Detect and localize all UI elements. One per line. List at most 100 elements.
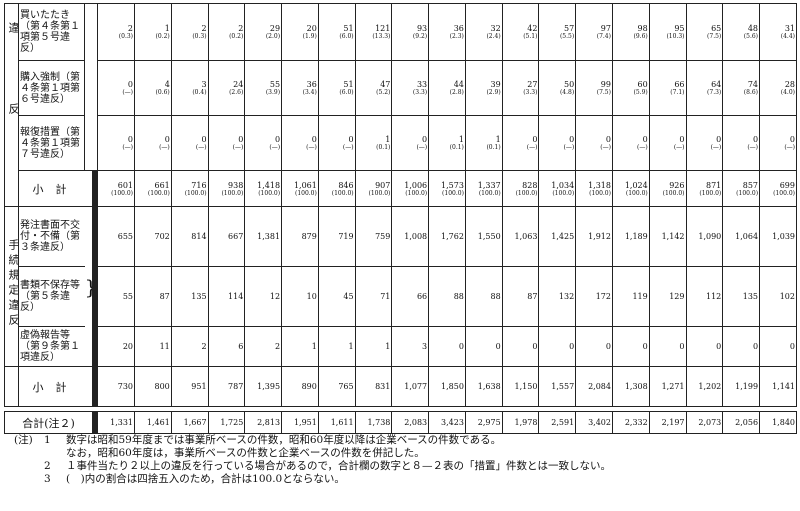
category-label: 違反 [7, 21, 19, 184]
row-label: 購入強制（第４条第１項第６号違反） [18, 60, 85, 116]
count: 667 [228, 232, 244, 241]
value-cell: 64 (7.3) [685, 60, 724, 116]
category-label: 手続規定違反 [7, 239, 19, 329]
count: 655 [117, 232, 134, 241]
value-cell: 661 (100.0) [134, 170, 172, 207]
value-cell: 0 (—) [281, 115, 319, 171]
count: 787 [228, 382, 244, 391]
count: 1,034 [551, 180, 575, 190]
count: 0 [532, 342, 538, 351]
percentage: (100.0) [111, 189, 134, 197]
percentage: (0.2) [229, 33, 244, 40]
value-cell: 828 (100.0) [501, 170, 540, 207]
count: 1,557 [551, 382, 575, 391]
value-cell: 0 [575, 326, 613, 367]
value-cell: 1,039 [759, 206, 797, 267]
count: 87 [527, 292, 538, 301]
count: 1,951 [293, 418, 317, 427]
count: 0 [532, 135, 538, 144]
percentage: (0.1) [486, 144, 501, 151]
count: 12 [269, 292, 281, 301]
count: 1 [458, 135, 464, 144]
count: 0 [127, 80, 134, 89]
value-cell: 655 [97, 206, 136, 267]
value-cell: 24 (2.6) [207, 60, 246, 116]
value-cell: 112 [685, 266, 724, 327]
value-cell: 1,850 [428, 366, 466, 407]
count: 2,056 [735, 418, 759, 427]
percentage: (100.0) [736, 189, 759, 197]
count: 702 [154, 232, 170, 241]
value-cell: 765 [317, 366, 356, 407]
percentage: (9.6) [633, 33, 648, 40]
value-cell: 0 (—) [759, 115, 797, 171]
value-cell: 1,202 [685, 366, 724, 407]
note-number: 3 [44, 473, 51, 485]
count: 730 [117, 382, 134, 391]
percentage: (100.0) [147, 189, 170, 197]
count: 66 [416, 292, 428, 301]
value-cell: 1,951 [281, 411, 319, 434]
percentage: (4.4) [780, 33, 795, 40]
percentage: (100.0) [662, 189, 685, 197]
value-cell: 93 (9.2) [391, 3, 430, 61]
count: 121 [375, 24, 391, 33]
count: 0 [127, 135, 134, 144]
value-cell: 1,024 (100.0) [611, 170, 650, 207]
percentage: (100.0) [331, 189, 354, 197]
count: 114 [228, 292, 244, 301]
count: 1,331 [110, 418, 134, 427]
value-cell: 1,199 [722, 366, 761, 407]
count: 1,337 [477, 180, 501, 190]
count: 879 [301, 232, 317, 241]
statistics-table: 違反 買いたたき（第４条第１項第５号違反） 2 (0.3) 1 (0.2) 2 (0.3) 2(… [4, 3, 797, 434]
count: 88 [453, 292, 464, 301]
value-cell: 2,975 [464, 411, 503, 434]
value-cell: 1 (0.1) [464, 115, 503, 171]
value-cell: 2,084 [575, 366, 613, 407]
note-1b: なお，昭和60年度は，事業所ベースの件数と企業ベースの件数を併記した。 [66, 447, 425, 459]
subtotal-row: 小計534(100.0)763(100.0)847(100.0)883(100.… [5, 170, 797, 207]
count: 0 [789, 135, 795, 144]
row-label: 買いたたき（第４条第１項第５号違反） [18, 3, 85, 61]
value-cell: 1,557 [538, 366, 577, 407]
value-cell: 32 (2.4) [464, 3, 503, 61]
count: 1,611 [330, 418, 354, 427]
count: 0 [679, 342, 685, 351]
value-cell: 98 (9.6) [611, 3, 650, 61]
note-1: 数字は昭和59年度までは事業所ベースの件数，昭和60年度以降は企業ベースの件数で… [66, 434, 502, 446]
value-cell: 95 (10.3) [648, 3, 687, 61]
count: 51 [343, 80, 354, 89]
count: 1,381 [257, 232, 281, 241]
percentage: (—) [232, 144, 244, 151]
count: 0 [495, 342, 501, 351]
percentage: (0.1) [449, 144, 464, 151]
value-cell: 1,461 [134, 411, 172, 434]
count: 4 [164, 80, 170, 89]
row-label: 書類不保存等（第５条違反） [18, 266, 85, 327]
value-cell: 87 [134, 266, 172, 327]
value-cell: 1,425 [538, 206, 577, 267]
count: 0 [238, 135, 244, 144]
percentage: (—) [673, 144, 685, 151]
percentage: (100.0) [258, 189, 281, 197]
value-cell: 57 (5.5) [538, 3, 577, 61]
value-cell: 31 (4.4) [759, 3, 797, 61]
note-2: １事件当たり２以上の違反を行っている場合があるので，合計欄の数字と８—２表の「措… [66, 460, 612, 472]
value-cell: 1,061 (100.0) [281, 170, 319, 207]
count: 1,141 [772, 382, 795, 391]
value-cell: 0 [759, 326, 797, 367]
count: 99 [600, 80, 611, 89]
count: 93 [416, 24, 428, 33]
count: 51 [343, 24, 354, 33]
percentage: (2.6) [229, 89, 244, 96]
percentage: (—) [637, 144, 648, 151]
count: 132 [558, 292, 575, 301]
count: 1,024 [624, 180, 648, 190]
count: 36 [306, 80, 317, 89]
count: 1,006 [404, 180, 428, 190]
percentage: (2.8) [449, 89, 464, 96]
value-cell: 1,006 (100.0) [391, 170, 430, 207]
count: 2,813 [257, 418, 281, 427]
value-cell: 814 [170, 206, 209, 267]
